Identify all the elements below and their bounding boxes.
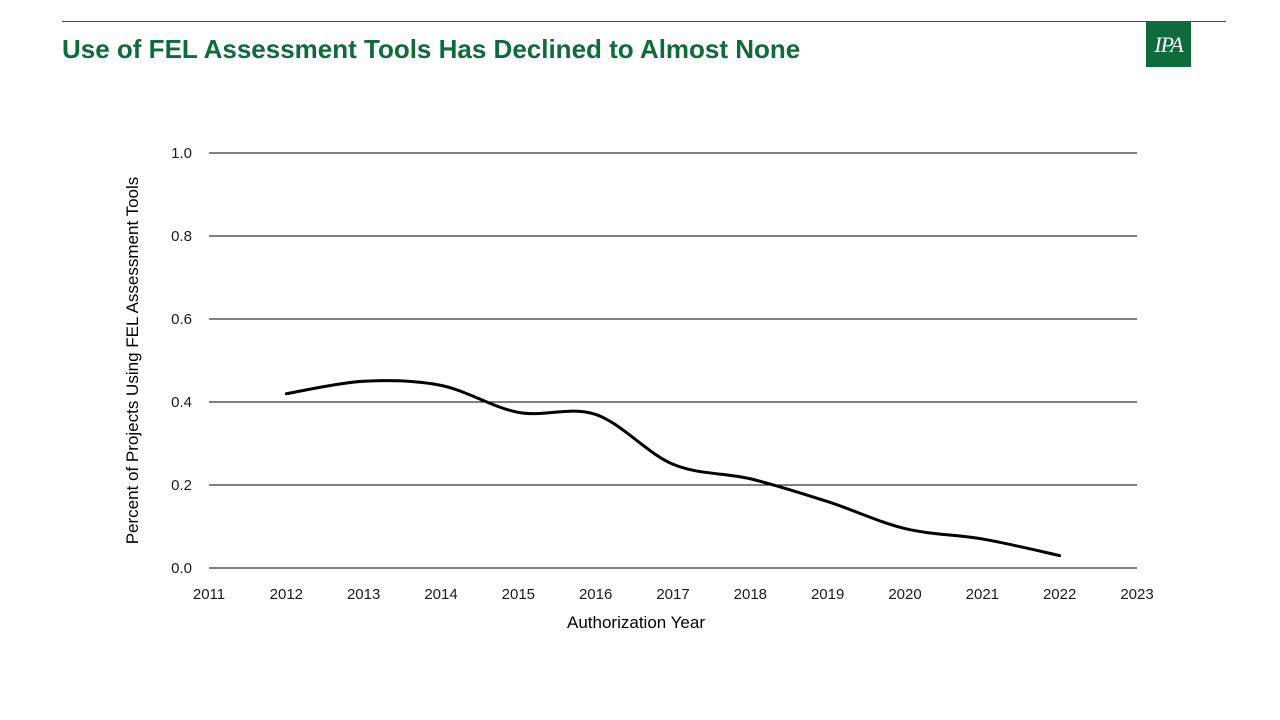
x-tick-label: 2014 — [424, 586, 457, 603]
y-tick-label: 0.8 — [171, 228, 192, 245]
x-tick-label: 2013 — [347, 586, 380, 603]
x-tick-label: 2017 — [656, 586, 689, 603]
ipa-logo: IPA — [1146, 22, 1191, 67]
y-tick-label: 0.6 — [171, 311, 192, 328]
gridlines — [209, 152, 1137, 569]
x-tick-label: 2012 — [270, 586, 303, 603]
x-tick-label: 2015 — [502, 586, 535, 603]
title-rule — [62, 21, 1226, 22]
x-axis-title: Authorization Year — [567, 613, 705, 632]
x-tick-label: 2016 — [579, 586, 612, 603]
x-tick-label: 2011 — [193, 586, 225, 603]
series-layer — [284, 379, 1062, 558]
y-tick-label: 0.0 — [171, 560, 192, 577]
x-tick-label: 2022 — [1043, 586, 1076, 603]
x-tick-label: 2023 — [1120, 586, 1153, 603]
slide-title: Use of FEL Assessment Tools Has Declined… — [62, 34, 801, 64]
x-axis-ticks: 2011 2012 2013 2014 2015 2016 2017 2018 2019 2020… — [193, 586, 1154, 603]
y-axis-title: Percent of Projects Using FEL Assessment… — [123, 177, 142, 545]
y-axis-ticks: 0.0 0.2 0.4 0.6 0.8 1.0 — [171, 145, 192, 577]
series-line-0 — [284, 379, 1062, 558]
y-tick-label: 0.2 — [171, 477, 192, 494]
y-tick-label: 1.0 — [171, 145, 192, 162]
x-tick-label: 2018 — [734, 586, 767, 603]
x-tick-label: 2019 — [811, 586, 844, 603]
x-tick-label: 2021 — [966, 586, 999, 603]
y-tick-label: 0.4 — [171, 394, 192, 411]
x-tick-label: 2020 — [888, 586, 921, 603]
